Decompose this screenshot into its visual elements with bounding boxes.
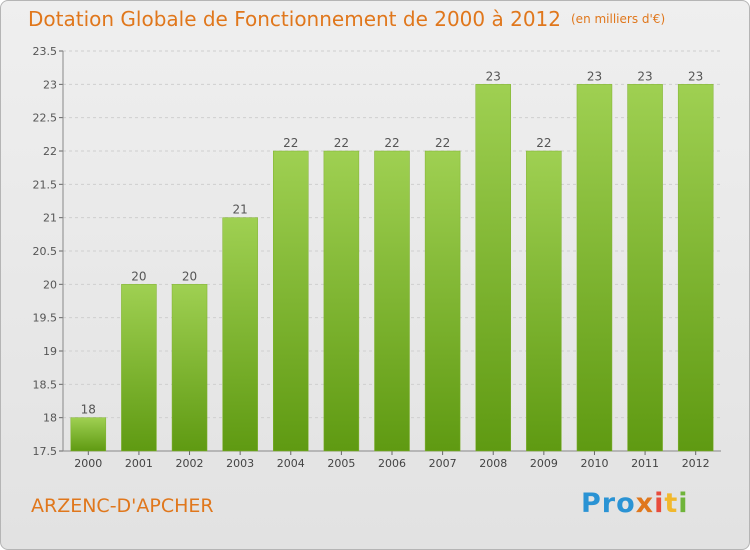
bar-2010 — [576, 84, 613, 452]
x-tick-label-2005: 2005 — [327, 457, 355, 470]
y-tick-label: 23 — [43, 78, 57, 91]
x-tick-label-2009: 2009 — [530, 457, 558, 470]
data-label-2002: 20 — [182, 269, 197, 283]
bar-2005 — [323, 150, 360, 452]
tick-labels: 17.5 18 18.5 19 19.5 20 20.5 21 21.5 22 22.5 23 23.5… — [33, 45, 710, 470]
data-label-2012: 23 — [688, 69, 703, 83]
logo-part: i — [654, 488, 665, 519]
data-label-2000: 18 — [81, 403, 96, 417]
y-tick-label: 17.5 — [33, 445, 58, 458]
title-unit: (en milliers d'€) — [571, 12, 666, 26]
bar-2011 — [627, 84, 663, 452]
logo-part: x — [635, 488, 655, 519]
logo-part: Pro — [581, 488, 636, 519]
title-text: Dotation Globale de Fonctionnement de 20… — [28, 7, 561, 31]
y-tick-label: 19 — [43, 345, 57, 358]
bar-2000 — [70, 417, 107, 452]
logo-part: t — [664, 488, 679, 519]
x-tick-label-2001: 2001 — [125, 457, 153, 470]
y-tick-label: 20 — [43, 278, 57, 291]
y-tick-label: 20.5 — [33, 245, 58, 258]
logo-part: i — [678, 488, 689, 519]
bar-2012 — [677, 84, 714, 452]
bar-2007 — [424, 150, 461, 452]
data-label-2007: 22 — [435, 136, 450, 150]
data-label-2005: 22 — [334, 136, 349, 150]
x-tick-label-2000: 2000 — [74, 457, 102, 470]
x-tick-label-2004: 2004 — [277, 457, 305, 470]
x-tick-label-2010: 2010 — [580, 457, 608, 470]
bar-2001 — [121, 284, 157, 452]
bars — [70, 84, 714, 452]
x-tick-label-2007: 2007 — [429, 457, 457, 470]
x-tick-label-2012: 2012 — [682, 457, 710, 470]
data-label-2003: 21 — [233, 203, 248, 217]
data-label-2008: 23 — [486, 69, 501, 83]
y-tick-label: 18.5 — [33, 378, 58, 391]
chart-title: Dotation Globale de Fonctionnement de 20… — [28, 7, 665, 31]
x-tick-label-2006: 2006 — [378, 457, 406, 470]
data-label-2011: 23 — [637, 69, 652, 83]
commune-name: ARZENC-D'APCHER — [31, 495, 214, 517]
data-label-2010: 23 — [587, 69, 602, 83]
bar-2003 — [222, 217, 258, 452]
data-labels: 18 20 20 21 22 22 22 22 23 22 23 23 23 — [81, 69, 704, 416]
y-tick-label: 18 — [43, 412, 57, 425]
y-tick-label: 22 — [43, 145, 57, 158]
y-tick-label: 21 — [43, 212, 57, 225]
y-tick-label: 19.5 — [33, 312, 58, 325]
y-tick-label: 22.5 — [33, 112, 58, 125]
data-label-2001: 20 — [131, 269, 146, 283]
x-tick-label-2003: 2003 — [226, 457, 254, 470]
x-tick-label-2008: 2008 — [479, 457, 507, 470]
bar-2002 — [171, 284, 208, 452]
y-tick-label: 21.5 — [33, 178, 58, 191]
bar-2006 — [374, 150, 410, 452]
bar-2004 — [273, 150, 309, 452]
x-tick-label-2011: 2011 — [631, 457, 659, 470]
proxiti-logo: Proxiti — [581, 488, 689, 519]
data-label-2006: 22 — [384, 136, 399, 150]
bar-2009 — [526, 150, 562, 452]
data-label-2004: 22 — [283, 136, 298, 150]
data-label-2009: 22 — [536, 136, 551, 150]
x-tick-label-2002: 2002 — [176, 457, 204, 470]
y-tick-label: 23.5 — [33, 45, 58, 58]
bar-2008 — [475, 84, 511, 452]
